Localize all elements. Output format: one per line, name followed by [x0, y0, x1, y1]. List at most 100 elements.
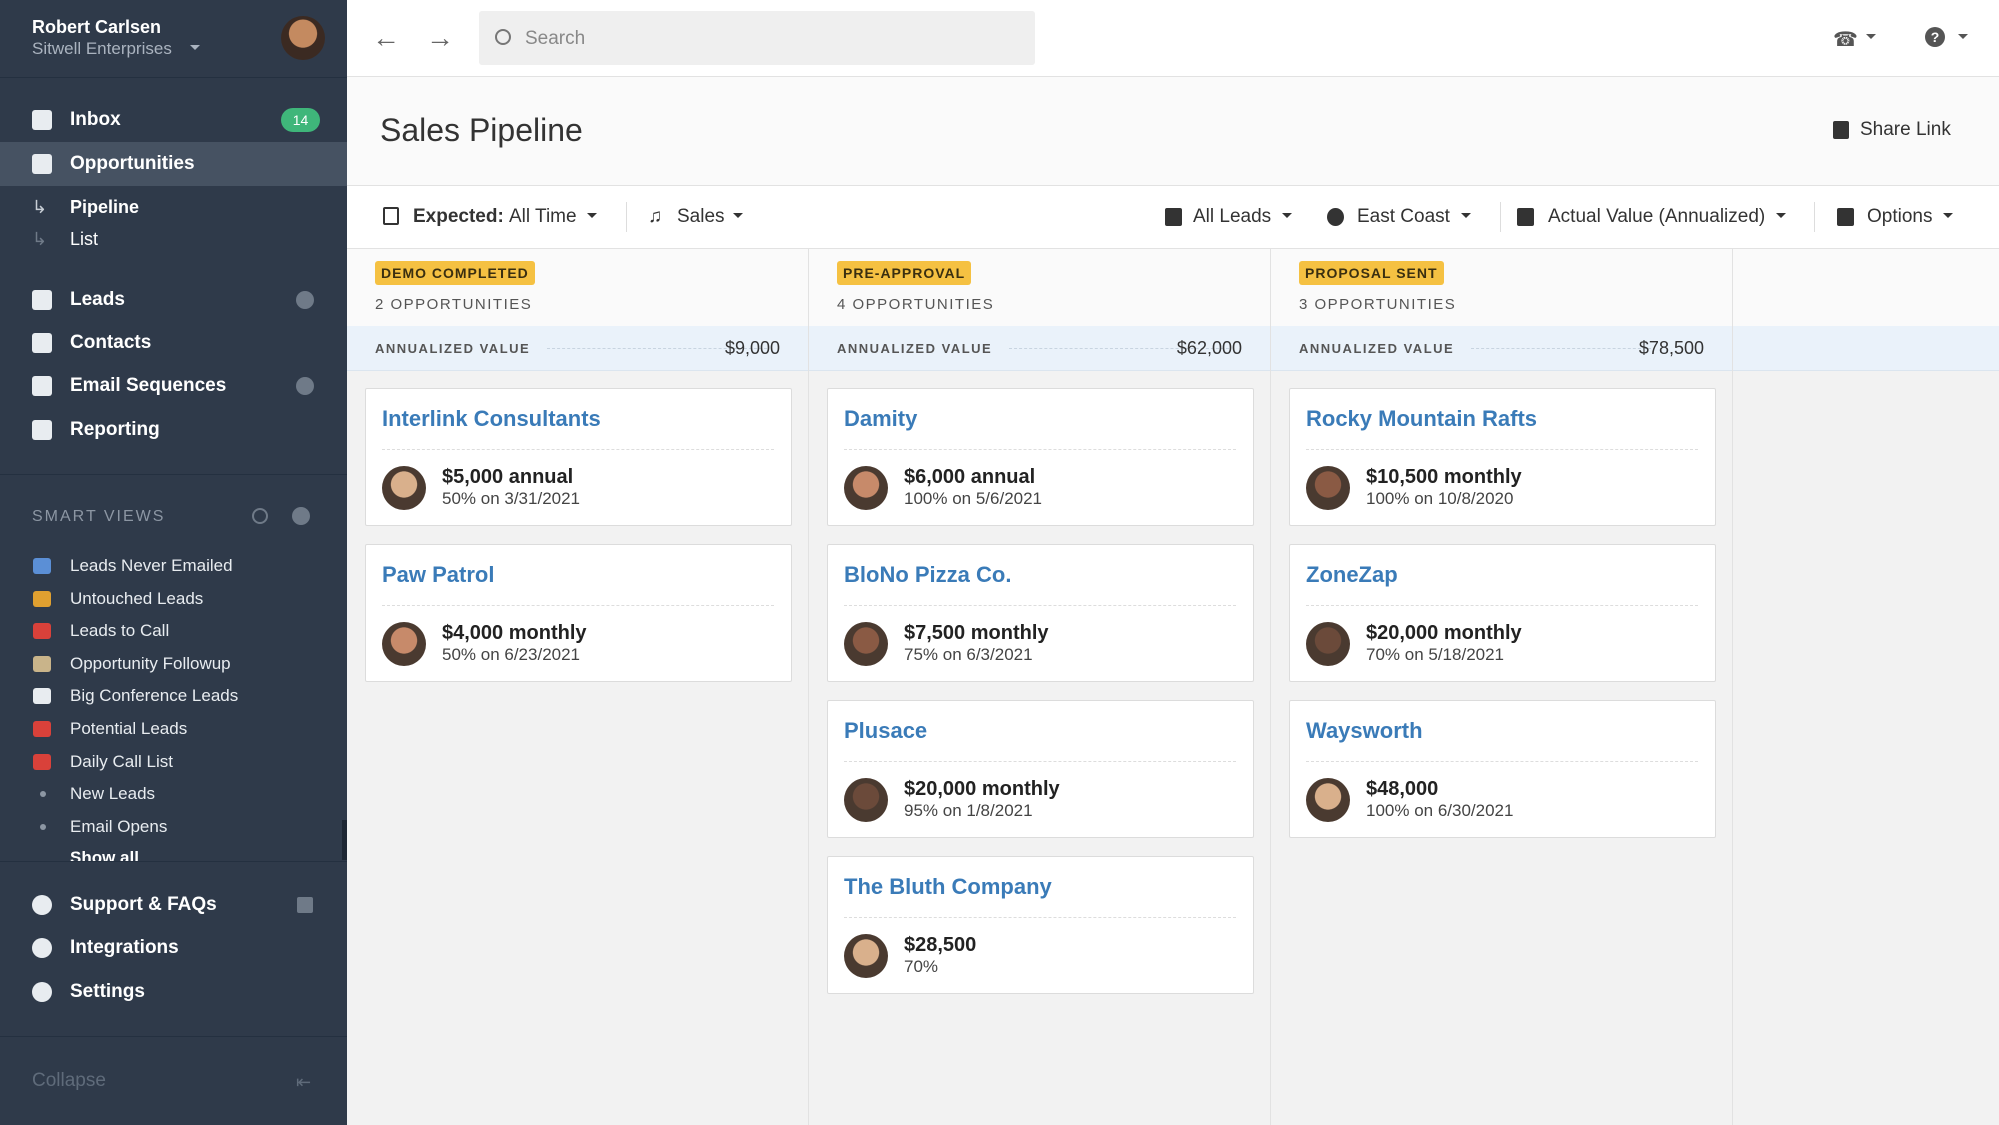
icon — [32, 110, 52, 130]
separator — [626, 202, 627, 232]
share-link[interactable]: Share Link — [1860, 119, 1951, 140]
sub-nav-item[interactable]: Pipeline — [70, 197, 140, 217]
icon — [32, 376, 52, 396]
contact-avatar — [844, 622, 888, 666]
search-icon[interactable] — [252, 508, 268, 524]
search-icon — [495, 29, 511, 45]
filter[interactable]: Options — [1867, 206, 1933, 227]
contact-avatar — [382, 466, 426, 510]
title-area — [347, 77, 1999, 186]
smart-view[interactable]: Email Opens — [70, 816, 168, 836]
smart-view[interactable]: Big Conference Leads — [70, 686, 239, 706]
filter-icon — [1327, 208, 1344, 226]
opportunity-card[interactable]: Plusace $20,000 monthly 95% on 1/8/2021 — [827, 700, 1254, 838]
smart-view[interactable]: Daily Call List — [70, 751, 173, 771]
filter-label[interactable]: Expected: — [413, 206, 504, 227]
user-name[interactable]: Robert Carlsen — [32, 17, 162, 37]
opportunity-name[interactable]: Rocky Mountain Rafts — [1306, 406, 1538, 431]
nav-item[interactable]: Support & FAQs — [70, 894, 217, 915]
nav-item[interactable]: Inbox — [70, 109, 121, 130]
opportunity-card[interactable]: The Bluth Company $28,500 70% — [827, 856, 1254, 994]
smart-view[interactable]: Potential Leads — [70, 719, 188, 738]
nav-item[interactable]: Leads — [70, 289, 125, 310]
filter[interactable]: East Coast — [1357, 206, 1450, 227]
opportunity-name[interactable]: ZoneZap — [1306, 562, 1398, 587]
nav-item[interactable]: Reporting — [70, 419, 160, 440]
opportunity-card[interactable]: Paw Patrol $4,000 monthly 50% on 6/23/2021 — [365, 544, 792, 682]
help-icon[interactable]: ? — [1925, 27, 1945, 47]
opportunity-card[interactable]: ZoneZap $20,000 monthly 70% on 5/18/2021 — [1289, 544, 1716, 682]
dashed-line — [844, 449, 1236, 450]
divider — [0, 77, 347, 78]
opportunity-card[interactable]: Damity $6,000 annual 100% on 5/6/2021 — [827, 388, 1254, 526]
opportunity-card[interactable]: Rocky Mountain Rafts $10,500 monthly 100% … — [1289, 388, 1716, 526]
opportunity-name[interactable]: The Bluth Company — [844, 874, 1052, 899]
caret — [1461, 213, 1471, 223]
nav-item[interactable]: Integrations — [70, 937, 179, 958]
avatar — [281, 16, 325, 60]
search-box[interactable]: Search — [479, 11, 1035, 65]
opportunity-name[interactable]: Plusace — [844, 718, 928, 743]
opportunity-name[interactable]: Interlink Consultants — [382, 406, 601, 431]
add-icon[interactable] — [296, 377, 314, 395]
opportunity-name[interactable]: Damity — [844, 406, 918, 431]
filter-value[interactable]: All Time — [509, 206, 577, 227]
opportunity-name[interactable]: BloNo Pizza Co. — [844, 562, 1012, 587]
separator — [1814, 202, 1815, 232]
dashed-line — [844, 761, 1236, 762]
caret — [733, 213, 743, 223]
opportunity-card[interactable]: Interlink Consultants $5,000 annual 50% on… — [365, 388, 792, 526]
dashed-line — [1306, 605, 1698, 606]
header-bg — [347, 249, 1999, 327]
caret — [1866, 34, 1876, 44]
opportunity-amount: $7,500 monthly — [904, 622, 1049, 644]
nav-item[interactable]: Opportunities — [70, 153, 195, 174]
nav-item[interactable]: Contacts — [70, 332, 152, 353]
smart-view[interactable]: Leads to Call — [70, 621, 170, 641]
sub-arrow: ↳ — [32, 229, 48, 249]
phone-icon[interactable]: ☎ — [1833, 29, 1858, 51]
opportunity-card[interactable]: Waysworth $48,000 100% on 6/30/2021 — [1289, 700, 1716, 838]
collapse[interactable]: Collapse — [32, 1070, 106, 1091]
nav-item[interactable]: Email Sequences — [70, 375, 227, 396]
opportunity-name[interactable]: Paw Patrol — [382, 562, 495, 587]
user-company[interactable]: Sitwell Enterprises — [32, 39, 172, 58]
icon — [32, 290, 52, 310]
smart-view[interactable]: Untouched Leads — [70, 588, 204, 608]
dashed-line — [1306, 761, 1698, 762]
opportunity-detail: 50% on 6/23/2021 — [442, 645, 581, 664]
sub-arrow: ↳ — [32, 197, 48, 217]
show-all[interactable]: Show all — [70, 848, 139, 861]
nav-highlight — [0, 142, 347, 186]
smart-view[interactable]: Leads Never Emailed — [70, 556, 233, 575]
icon — [32, 154, 52, 174]
opportunity-count: 4 OPPORTUNITIES — [837, 296, 995, 313]
opportunity-amount: $10,500 monthly — [1366, 466, 1522, 488]
opportunity-amount: $20,000 monthly — [1366, 622, 1522, 644]
nav-item[interactable]: Settings — [70, 981, 145, 1002]
dashed-line — [382, 449, 774, 450]
icon — [32, 982, 52, 1002]
icon — [32, 333, 52, 353]
value-line — [1471, 348, 1651, 349]
back[interactable]: ← — [372, 22, 400, 53]
filter[interactable]: All Leads — [1193, 206, 1272, 227]
forward[interactable]: → — [426, 22, 454, 53]
add-icon[interactable] — [292, 507, 310, 525]
icon — [32, 895, 52, 915]
filter[interactable]: Actual Value (Annualized) — [1548, 206, 1766, 227]
contact-avatar — [382, 622, 426, 666]
external-icon — [297, 897, 313, 913]
opportunity-card[interactable]: BloNo Pizza Co. $7,500 monthly 75% on 6/3/… — [827, 544, 1254, 682]
smart-view[interactable]: Opportunity Followup — [70, 653, 231, 673]
contact-avatar — [844, 778, 888, 822]
contact-avatar — [1306, 622, 1350, 666]
sub-nav-item[interactable]: List — [70, 229, 99, 249]
opportunity-name[interactable]: Waysworth — [1306, 718, 1423, 743]
filter-pipeline[interactable]: Sales — [677, 206, 725, 227]
column-divider — [808, 249, 809, 1125]
add-icon[interactable] — [296, 291, 314, 309]
smart-view[interactable]: New Leads — [70, 784, 156, 804]
stage-badge: PROPOSAL SENT — [1299, 261, 1444, 285]
